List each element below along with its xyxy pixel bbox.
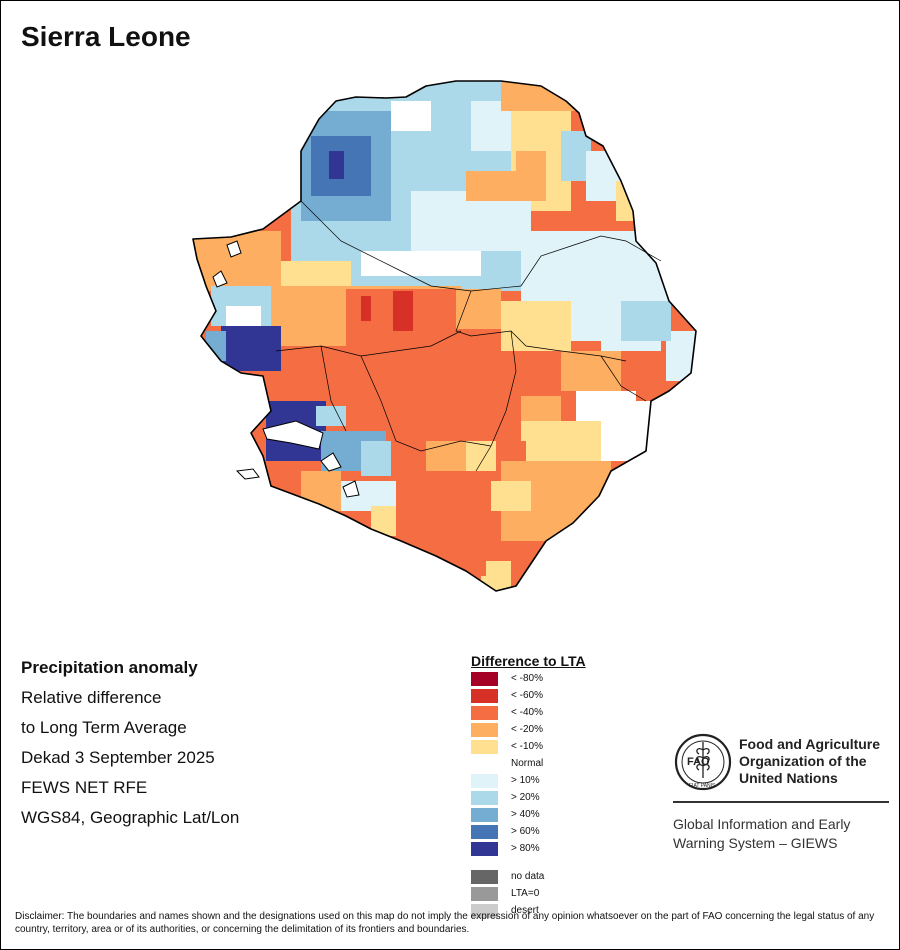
legend-swatch (471, 870, 498, 884)
fao-logo-motto: FIAT PANIS (689, 783, 716, 789)
legend-label: no data (511, 871, 545, 882)
legend-label: < -40% (511, 707, 543, 718)
legend-label: desert (511, 905, 539, 916)
district-boundary (600, 355, 647, 402)
anomaly-cell (329, 151, 344, 179)
anomaly-cell (361, 251, 481, 276)
fao-name-line: United Nations (739, 770, 838, 786)
island (262, 420, 324, 450)
info-source: FEWS NET RFE (21, 778, 148, 797)
legend-swatch (471, 791, 498, 805)
district-boundary (360, 355, 492, 452)
island (212, 270, 228, 288)
legend-swatch (471, 842, 498, 856)
anomaly-cell (466, 171, 516, 201)
anomaly-cell (561, 351, 621, 391)
island (342, 480, 360, 498)
fao-logo-icon: FAO FIAT PANIS (674, 733, 732, 791)
country-border (192, 80, 697, 592)
anomaly-cell (361, 296, 371, 321)
legend-label: LTA=0 (511, 888, 540, 899)
fao-organization-name: Food and Agriculture Organization of the… (739, 736, 880, 787)
legend-swatch (471, 904, 498, 918)
district-boundary (475, 330, 517, 472)
info-heading: Precipitation anomaly (21, 658, 198, 677)
legend-label: > 20% (511, 792, 540, 803)
legend-swatch (471, 774, 498, 788)
giews-name: Global Information and Early Warning Sys… (673, 815, 850, 853)
legend-swatch (471, 825, 498, 839)
legend-label: > 10% (511, 775, 540, 786)
giews-name-line: Global Information and Early (673, 816, 851, 832)
island (226, 240, 242, 258)
legend-swatch (471, 887, 498, 901)
legend-label: > 60% (511, 826, 540, 837)
legend-label: < -80% (511, 673, 543, 684)
legend-swatch (471, 672, 498, 686)
info-line: to Long Term Average (21, 718, 187, 737)
legend-label: > 80% (511, 843, 540, 854)
legend-title: Difference to LTA (471, 653, 586, 669)
map-title: Sierra Leone (21, 21, 191, 52)
district-boundary (300, 200, 522, 292)
anomaly-cell (361, 441, 391, 476)
anomaly-cell (601, 401, 651, 461)
anomaly-cell (501, 301, 571, 351)
anomaly-cell (456, 289, 501, 329)
fao-logo-letters: FAO (687, 756, 710, 768)
anomaly-cell (221, 326, 281, 371)
anomaly-cell (621, 301, 671, 341)
fao-name-line: Food and Agriculture (739, 736, 881, 752)
info-projection: WGS84, Geographic Lat/Lon (21, 808, 240, 827)
district-boundary (520, 235, 662, 287)
anomaly-cell (393, 291, 413, 331)
district-boundary (455, 290, 627, 362)
giews-name-line: Warning System – GIEWS (673, 835, 838, 851)
legend-swatch (471, 808, 498, 822)
district-boundary (275, 330, 462, 357)
legend-swatch (471, 740, 498, 754)
legend-label: < -10% (511, 741, 543, 752)
island (320, 452, 342, 472)
anomaly-map (192, 80, 697, 592)
district-boundaries (275, 200, 662, 472)
anomaly-cell (516, 151, 546, 201)
fao-divider (673, 801, 889, 803)
legend-swatch (471, 689, 498, 703)
disclaimer-text: Disclaimer: The boundaries and names sho… (15, 911, 875, 935)
anomaly-cell (456, 546, 486, 576)
legend-swatch (471, 757, 498, 771)
anomaly-cell (491, 481, 531, 511)
fao-name-line: Organization of the (739, 753, 867, 769)
anomaly-cell (426, 441, 466, 471)
legend-label: > 40% (511, 809, 540, 820)
anomaly-cell (406, 131, 476, 191)
anomaly-cell (391, 101, 431, 131)
legend-label: < -60% (511, 690, 543, 701)
island (235, 468, 260, 480)
legend-swatch (471, 723, 498, 737)
legend-swatch (471, 706, 498, 720)
anomaly-cell (316, 406, 346, 426)
anomaly-cell (411, 191, 471, 251)
coastal-islands (212, 240, 360, 498)
legend-label: Normal (511, 758, 544, 769)
district-boundary (320, 345, 347, 432)
legend-label: < -20% (511, 724, 543, 735)
info-date: Dekad 3 September 2025 (21, 748, 215, 767)
info-line: Relative difference (21, 688, 162, 707)
anomaly-grid (193, 81, 696, 591)
